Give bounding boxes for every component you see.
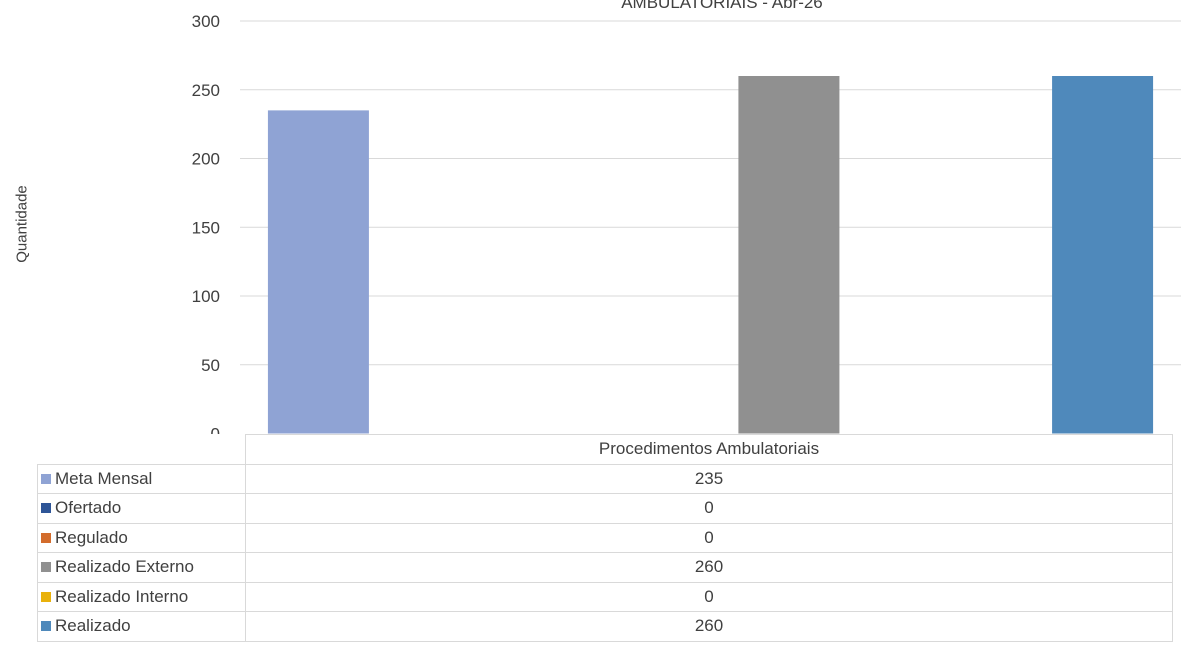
series-name: Realizado Interno — [55, 586, 189, 606]
series-name: Realizado Externo — [55, 557, 194, 577]
legend-swatch — [41, 562, 51, 573]
data-label: 0 — [245, 493, 1173, 524]
chart-title: AMBULATORIAIS - Abr-26 — [621, 0, 823, 12]
bar-meta-mensal — [267, 110, 369, 434]
category-label: Procedimentos Ambulatoriais — [245, 434, 1173, 465]
y-tick-label: 250 — [192, 81, 220, 100]
y-tick-label: 50 — [201, 356, 220, 375]
y-tick-label: 150 — [192, 218, 220, 237]
data-label: 0 — [245, 581, 1173, 612]
table-row: Realizado Externo 260 — [37, 552, 1173, 583]
table-row: Ofertado 0 — [37, 493, 1173, 524]
legend-swatch — [41, 621, 51, 632]
table-header-row: Procedimentos Ambulatoriais — [37, 434, 1173, 465]
data-label: 260 — [245, 611, 1173, 642]
plot-area: 0 50 100 150 200 250 300 — [192, 12, 1181, 435]
legend-entry: Realizado Externo — [37, 552, 246, 583]
data-table: Procedimentos Ambulatoriais Meta Mensal 23… — [37, 434, 1173, 642]
legend-entry: Realizado — [37, 611, 246, 642]
table-row: Regulado 0 — [37, 522, 1173, 553]
data-label: 260 — [245, 552, 1173, 583]
series-name: Ofertado — [55, 498, 122, 518]
y-tick-label: 300 — [192, 12, 220, 31]
bar-realizado — [1052, 76, 1154, 434]
table-row: Realizado Interno 0 — [37, 581, 1173, 612]
legend-swatch — [41, 503, 51, 514]
y-tick-label: 200 — [192, 150, 220, 169]
table-row: Realizado 260 — [37, 611, 1173, 642]
y-tick-label: 100 — [192, 287, 220, 306]
legend-entry: Regulado — [37, 522, 246, 553]
bar-realizado-externo — [738, 76, 840, 434]
legend-entry: Realizado Interno — [37, 581, 246, 612]
legend-entry: Meta Mensal — [37, 463, 246, 494]
series-name: Realizado — [55, 616, 131, 636]
series-name: Regulado — [55, 527, 128, 547]
legend-entry: Ofertado — [37, 493, 246, 524]
y-tick-label: 0 — [211, 425, 220, 435]
data-label: 235 — [245, 463, 1173, 494]
legend-swatch — [41, 532, 51, 543]
table-corner — [37, 434, 246, 465]
legend-swatch — [41, 473, 51, 484]
legend-swatch — [41, 591, 51, 602]
series-name: Meta Mensal — [55, 468, 153, 488]
table-row: Meta Mensal 235 — [37, 463, 1173, 494]
data-label: 0 — [245, 522, 1173, 553]
